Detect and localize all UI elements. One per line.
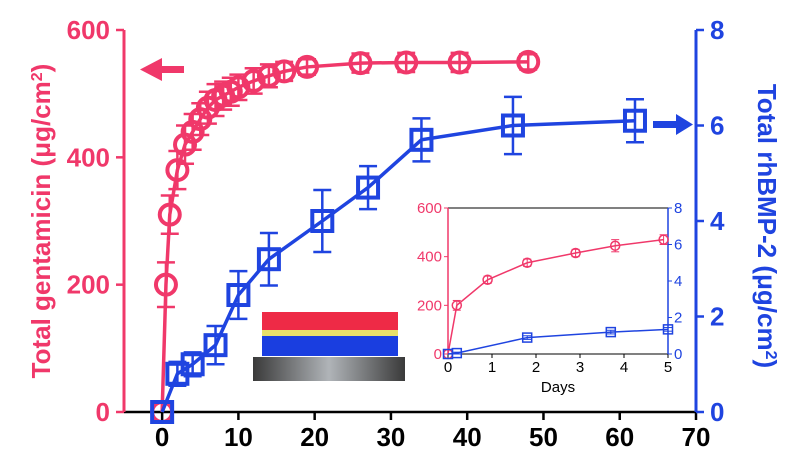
inset-x-tick-label: 0 — [444, 359, 452, 376]
inset-x-tick-label: 3 — [576, 359, 584, 376]
main-left-y-tick-label: 600 — [67, 15, 110, 45]
left-y-title-unit: μg/cm — [26, 81, 56, 158]
main-left-y-tick-label: 200 — [67, 270, 110, 300]
inset-point-gentamicin — [658, 234, 669, 245]
main-point-rhbmp2 — [203, 333, 228, 358]
main-left-y-tick-label: 400 — [67, 142, 110, 172]
inset-left-y-tick-label: 0 — [434, 346, 442, 363]
main-point-rhbmp2 — [226, 283, 251, 308]
main-x-tick-label: 10 — [224, 422, 253, 452]
main-x-tick-label: 70 — [682, 422, 711, 452]
left-y-title-suffix: ) — [26, 64, 56, 73]
main-point-gentamicin — [394, 50, 419, 75]
main-x-tick-label: 40 — [453, 422, 482, 452]
main-point-gentamicin — [165, 158, 190, 183]
inset-right-y-tick-label: 0 — [674, 346, 682, 363]
main-point-rhbmp2 — [310, 209, 335, 233]
main-point-gentamicin — [241, 68, 266, 93]
main-x-tick-label: 60 — [605, 422, 634, 452]
main-series — [150, 49, 647, 424]
inset-point-rhbmp2 — [662, 324, 674, 335]
left-y-title-prefix: Total gentamicin ( — [26, 157, 56, 378]
main-point-rhbmp2 — [356, 175, 381, 200]
main-x-tick-label: 0 — [155, 422, 169, 452]
inset-point-gentamicin — [570, 247, 581, 259]
main-right-y-tick-label: 0 — [710, 397, 724, 427]
inset-series — [442, 234, 674, 360]
main-right-y-tick-label: 2 — [710, 302, 724, 332]
main-point-gentamicin — [195, 95, 220, 120]
inset-left-y-tick-label: 400 — [417, 249, 442, 266]
main-point-gentamicin — [157, 202, 182, 227]
inset-frame — [447, 207, 669, 355]
main-right-y-tick-label: 6 — [710, 111, 724, 141]
inset-right-y-tick-label: 8 — [674, 200, 682, 217]
main-x-tick-label: 20 — [300, 422, 329, 452]
inset-point-rhbmp2 — [451, 347, 463, 359]
right-y-title-unit: μg/cm — [752, 274, 782, 351]
left-axis-arrow — [140, 58, 184, 81]
inset-point-rhbmp2 — [521, 332, 533, 343]
inset-right-y-tick-label: 2 — [674, 310, 682, 327]
main-left-y-tick-label: 0 — [96, 397, 110, 427]
main-point-gentamicin — [256, 63, 281, 88]
inset-left-y-tick-label: 600 — [417, 200, 442, 217]
inset-point-gentamicin — [609, 240, 621, 251]
inset-point-rhbmp2 — [605, 326, 617, 338]
main-x-tick-label: 30 — [376, 422, 405, 452]
inset-point-gentamicin — [451, 300, 463, 311]
right-y-axis-title: Total rhBMP-2 (μg/cm2) — [752, 84, 782, 368]
main-point-rhbmp2 — [256, 247, 281, 272]
inset-x-tick-label: 4 — [620, 359, 628, 376]
inset-point-gentamicin — [521, 257, 533, 268]
right-y-title-exp: 2 — [763, 351, 780, 360]
main-point-rhbmp2 — [622, 108, 647, 133]
main-point-rhbmp2 — [180, 352, 205, 377]
inset-point-gentamicin — [482, 274, 493, 286]
main-point-gentamicin — [295, 54, 320, 79]
inset-x-tick-label: 1 — [488, 359, 496, 376]
main-point-rhbmp2 — [500, 113, 525, 138]
main-point-gentamicin — [516, 49, 541, 74]
main-point-rhbmp2 — [409, 127, 434, 152]
inset-right-y-tick-label: 6 — [674, 237, 682, 254]
left-y-axis-title: Total gentamicin (μg/cm2) — [26, 64, 56, 379]
right-y-title-prefix: Total rhBMP-2 ( — [752, 84, 782, 275]
main-point-gentamicin — [447, 50, 472, 75]
main-x-tick-label: 50 — [529, 422, 558, 452]
main-point-rhbmp2 — [150, 400, 175, 424]
main-point-gentamicin — [348, 51, 373, 76]
inset-x-tick-label: 2 — [532, 359, 540, 376]
inset-x-tick-label: 5 — [664, 359, 672, 376]
left-y-title-exp: 2 — [29, 72, 46, 81]
layered-scaffold-illustration — [253, 312, 405, 381]
right-axis-arrow — [653, 114, 693, 135]
main-right-y-tick-label: 4 — [710, 206, 725, 236]
main-point-gentamicin — [272, 59, 297, 84]
inset-left-y-tick-label: 200 — [417, 297, 442, 314]
main-point-gentamicin — [153, 272, 178, 297]
inset-right-y-tick-label: 4 — [674, 273, 682, 290]
right-y-title-suffix: ) — [752, 360, 782, 369]
inset-x-axis-title: Days — [541, 379, 575, 396]
main-right-y-tick-label: 8 — [710, 15, 724, 45]
